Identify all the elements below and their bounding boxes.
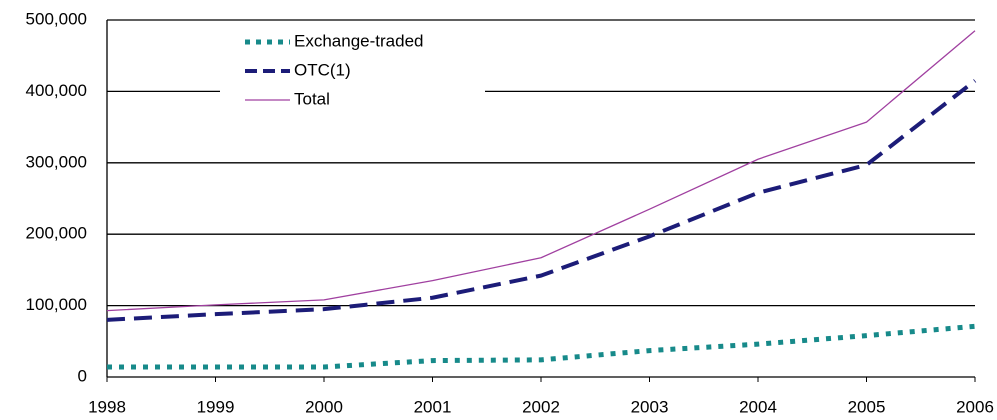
x-tick-label: 2001 (414, 397, 452, 416)
y-tick-label: 300,000 (26, 152, 87, 171)
y-tick-label: 100,000 (26, 295, 87, 314)
line-series (106, 79, 977, 322)
line-series (107, 323, 976, 370)
y-tick-label: 400,000 (26, 81, 87, 100)
y-tick-label: 500,000 (26, 9, 87, 28)
y-tick-label: 200,000 (26, 224, 87, 243)
x-tick-label: 2003 (631, 397, 669, 416)
x-tick-label: 2000 (305, 397, 343, 416)
legend-label: OTC(1) (294, 60, 351, 79)
x-tick-label: 1998 (88, 397, 126, 416)
x-tick-label: 1999 (197, 397, 235, 416)
x-tick-label: 2002 (522, 397, 560, 416)
x-tick-label: 2004 (739, 397, 777, 416)
legend-label: Exchange-traded (294, 31, 423, 50)
x-tick-label: 2006 (956, 397, 994, 416)
legend-label: Total (294, 89, 330, 108)
x-tick-label: 2005 (848, 397, 886, 416)
line-series (106, 30, 976, 312)
y-tick-label: 0 (78, 366, 87, 385)
